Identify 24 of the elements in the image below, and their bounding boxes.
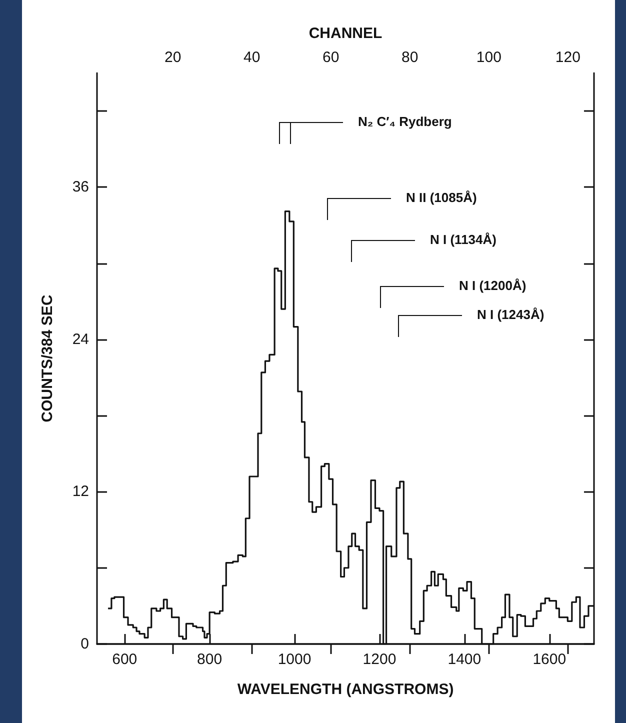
annotation: N II (1085Å) <box>406 190 477 205</box>
x2-tick-label: 60 <box>322 49 340 66</box>
annotation: N₂ C′₄ Rydberg <box>358 114 452 129</box>
x-tick-label: 1200 <box>362 651 396 668</box>
y-tick-label: 36 <box>72 178 89 196</box>
x2-tick-label: 40 <box>244 49 260 66</box>
x-tick-label: 600 <box>112 651 138 668</box>
y-tick-label: 12 <box>72 483 89 500</box>
annotation: N I (1134Å) <box>430 232 496 247</box>
x2-tick-label: 120 <box>555 49 580 66</box>
annotation: N I (1200Å) <box>459 278 526 293</box>
y-tick-label: 0 <box>80 636 89 652</box>
x-tick-label: 1000 <box>278 651 312 668</box>
x2-tick-label: 80 <box>402 49 418 66</box>
x2-tick-label: 100 <box>476 49 502 66</box>
y-axis-title: COUNTS/384 SEC <box>39 294 56 422</box>
x2-axis-title: CHANNEL <box>308 25 382 42</box>
x-tick-label: 1600 <box>532 651 566 668</box>
x-axis-title: WAVELENGTH (ANGSTROMS) <box>237 681 454 698</box>
x2-tick-label: 20 <box>164 49 182 66</box>
x-tick-label: 1400 <box>448 651 482 668</box>
y-tick-label: 24 <box>72 330 89 348</box>
annotation: N I (1243Å) <box>477 307 544 322</box>
x-tick-label: 800 <box>197 651 222 668</box>
